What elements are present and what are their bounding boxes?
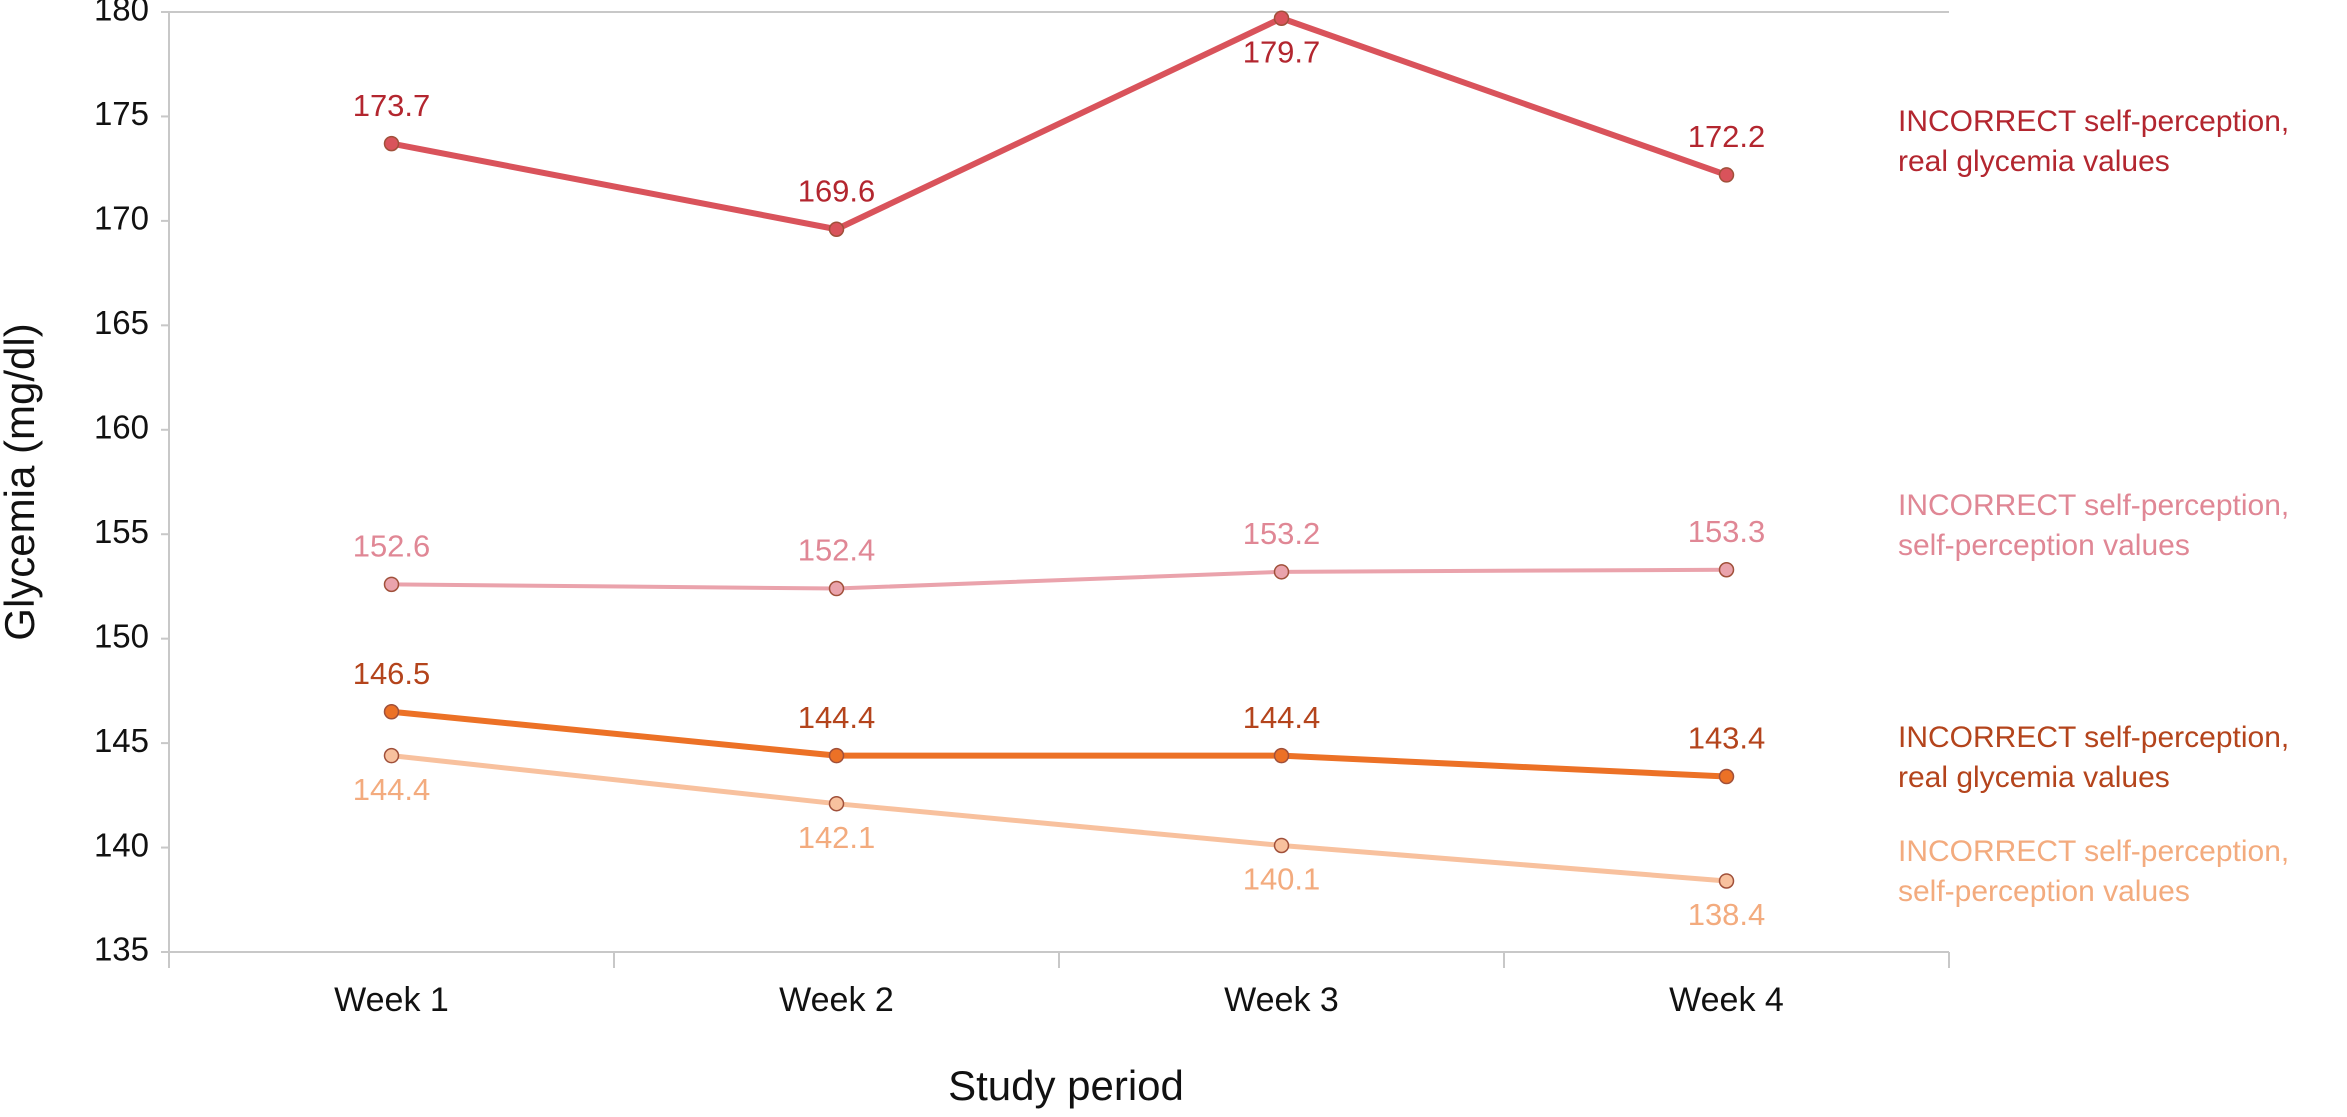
- legend-entry: INCORRECT self-perception, real glycemia…: [1898, 105, 2290, 178]
- data-label: 169.6: [798, 173, 876, 208]
- x-tick-label: Week 3: [1224, 981, 1339, 1019]
- data-point: [383, 576, 400, 593]
- data-label: 143.4: [1688, 721, 1766, 756]
- legend-entry: INCORRECT self-perception, self-percepti…: [1898, 489, 2290, 562]
- data-label: 172.2: [1688, 119, 1766, 154]
- y-tick-label: 135: [94, 931, 149, 968]
- data-label: 153.2: [1243, 516, 1321, 551]
- data-point: [1273, 10, 1290, 27]
- data-point: [1718, 873, 1735, 889]
- x-tick-label: Week 2: [779, 981, 894, 1019]
- x-axis-title: Study period: [948, 1062, 1184, 1109]
- series-line: [390, 15, 1728, 233]
- series-line: [391, 753, 1727, 884]
- legend-entry: INCORRECT self-perception, real glycemia…: [1898, 721, 2290, 794]
- data-point: [1718, 768, 1735, 785]
- x-tick-label: Week 4: [1669, 981, 1784, 1019]
- data-label: 144.4: [353, 772, 431, 807]
- y-tick-label: 165: [94, 304, 149, 341]
- y-axis-title: Glycemia (mg/dl): [0, 323, 43, 640]
- data-point: [1273, 837, 1290, 854]
- y-tick-label: 180: [94, 0, 149, 28]
- data-point: [828, 221, 845, 237]
- y-tick-label: 140: [94, 826, 149, 863]
- data-point: [828, 747, 845, 764]
- y-tick-label: 160: [94, 408, 149, 445]
- data-point: [383, 747, 400, 764]
- y-tick-label: 150: [94, 617, 149, 654]
- legend-entry: INCORRECT self-perception, self-percepti…: [1898, 835, 2290, 908]
- data-label: 153.3: [1688, 514, 1766, 549]
- data-label: 144.4: [1243, 700, 1321, 735]
- y-tick-label: 175: [94, 95, 149, 132]
- series-line: [391, 708, 1727, 780]
- data-point: [1273, 747, 1290, 764]
- data-label: 146.5: [353, 656, 431, 691]
- data-point: [1718, 167, 1735, 183]
- data-label: 152.4: [798, 533, 876, 568]
- data-point: [1718, 561, 1735, 578]
- data-label: 140.1: [1243, 862, 1321, 897]
- data-point: [828, 795, 845, 812]
- y-tick-label: 170: [94, 200, 149, 237]
- data-label: 173.7: [353, 88, 431, 123]
- data-point: [1273, 564, 1290, 580]
- data-label: 152.6: [353, 529, 431, 564]
- data-label: 179.7: [1243, 34, 1321, 69]
- data-point: [383, 135, 400, 152]
- series-line: [391, 567, 1727, 591]
- y-tick-label: 155: [94, 513, 149, 550]
- y-tick-label: 145: [94, 722, 149, 759]
- x-tick-label: Week 1: [334, 981, 449, 1019]
- data-label: 142.1: [798, 820, 876, 855]
- data-point: [383, 704, 400, 720]
- data-label: 138.4: [1688, 897, 1766, 932]
- data-label: 144.4: [798, 700, 876, 735]
- data-point: [828, 580, 845, 597]
